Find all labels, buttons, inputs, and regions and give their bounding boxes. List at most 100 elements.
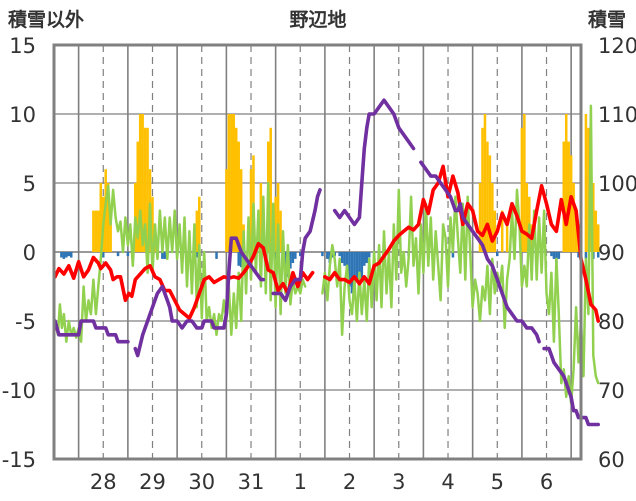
bar: [234, 127, 238, 252]
bar: [552, 252, 556, 259]
series-line: [542, 346, 601, 427]
bar: [239, 252, 243, 268]
x-tick-label: 30: [188, 470, 215, 494]
right-tick-label: 70: [598, 379, 625, 403]
bar: [343, 252, 346, 266]
bar: [65, 252, 68, 258]
bar: [555, 252, 558, 264]
bar: [259, 183, 263, 252]
bar: [97, 210, 100, 252]
bar: [101, 252, 105, 258]
bar: [481, 127, 484, 252]
bar: [525, 183, 529, 252]
x-tick-label: 4: [441, 470, 454, 494]
bar: [520, 127, 524, 252]
bar: [138, 114, 142, 252]
bar: [294, 252, 297, 259]
bar: [126, 252, 130, 257]
bar: [291, 252, 295, 264]
bar: [567, 141, 570, 252]
bar: [584, 114, 588, 252]
bar: [577, 252, 580, 258]
bar: [367, 252, 371, 258]
bar: [106, 183, 110, 252]
bar: [353, 252, 356, 297]
x-tick-label: 5: [491, 470, 504, 494]
bar: [365, 252, 369, 264]
plot-frame: [52, 43, 583, 461]
bar: [348, 252, 351, 287]
bar: [496, 252, 499, 257]
bar: [574, 210, 578, 252]
bar: [326, 252, 329, 259]
x-axis: 28 29 30 31 1 2 3 4 5 6: [90, 470, 553, 494]
bar: [523, 114, 526, 252]
series-lines: [53, 98, 601, 427]
x-tick-label: 31: [238, 470, 265, 494]
bar: [338, 252, 341, 257]
x-tick-label: 6: [540, 470, 553, 494]
bar: [161, 252, 164, 259]
bar: [350, 252, 354, 294]
bar: [321, 252, 324, 257]
bar: [276, 183, 280, 252]
bar: [136, 141, 139, 252]
bar: [594, 210, 598, 252]
bar: [596, 224, 600, 252]
right-axis-label: 積雪: [588, 8, 626, 31]
series-line: [53, 319, 130, 344]
left-tick-label: -15: [2, 448, 36, 472]
bar: [146, 127, 149, 252]
x-tick-label: 1: [294, 470, 307, 494]
bar: [237, 252, 240, 266]
bar: [505, 224, 509, 252]
right-tick-label: 120: [598, 34, 636, 58]
series-line: [53, 181, 307, 343]
right-tick-label: 90: [598, 241, 625, 265]
left-tick-label: 10: [9, 103, 36, 127]
series-line: [53, 241, 315, 321]
bar: [279, 210, 282, 252]
bar: [340, 252, 344, 264]
bar: [493, 210, 497, 252]
bar: [363, 252, 366, 266]
left-tick-label: -10: [2, 379, 36, 403]
bar: [289, 252, 292, 269]
chart-title: 野辺地: [289, 8, 346, 31]
bar: [451, 252, 455, 258]
bar: [592, 183, 595, 252]
bar: [239, 169, 243, 252]
bar: [143, 127, 147, 252]
bar: [227, 114, 231, 252]
x-tick-label: 29: [139, 470, 166, 494]
series-line: [419, 160, 541, 344]
bar: [195, 210, 199, 252]
right-tick-label: 60: [598, 448, 625, 472]
bar: [358, 252, 361, 277]
bar: [163, 252, 167, 259]
bar: [596, 252, 600, 258]
bar: [69, 252, 73, 258]
bar: [230, 114, 233, 252]
right-tick-label: 110: [598, 103, 636, 127]
left-tick-label: 15: [9, 34, 36, 58]
bar: [488, 155, 492, 252]
bar: [94, 210, 98, 252]
bar: [587, 127, 590, 252]
series-line: [133, 236, 266, 358]
bar: [483, 114, 487, 252]
bar: [564, 114, 568, 252]
x-tick-label: 2: [343, 470, 356, 494]
right-tick-label: 100: [598, 172, 636, 196]
x-tick-label: 28: [90, 470, 117, 494]
bar: [269, 127, 272, 252]
bar: [225, 169, 228, 252]
bar: [491, 183, 494, 252]
bar: [62, 252, 66, 259]
bar: [299, 252, 302, 257]
bar: [478, 183, 482, 252]
series-line: [323, 164, 601, 323]
right-tick-label: 80: [598, 310, 625, 334]
series-line: [332, 98, 416, 227]
